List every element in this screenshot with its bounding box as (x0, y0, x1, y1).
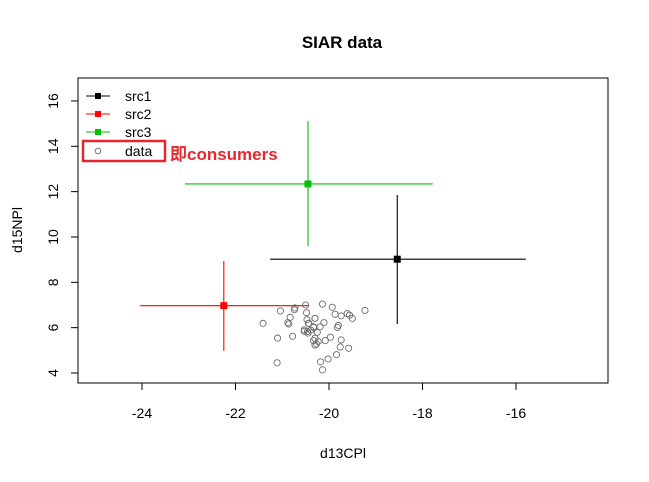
data-point (284, 319, 292, 327)
data-point (285, 320, 293, 328)
source-mean-marker (304, 180, 312, 188)
data-point (318, 300, 327, 308)
source-src2 (140, 261, 309, 351)
legend-item-src3: src3 (86, 124, 152, 140)
y-tick-label: 8 (45, 278, 61, 286)
data-point (303, 316, 311, 324)
data-point (311, 314, 319, 322)
data-point (361, 306, 369, 314)
data-point (318, 366, 327, 374)
data-point (307, 326, 315, 334)
data-point (333, 323, 341, 331)
chart-title: SIAR data (302, 33, 383, 52)
data-point (274, 334, 282, 342)
data-point (316, 323, 324, 331)
legend-item-data: data (94, 143, 152, 159)
plot-area-frame (77, 77, 609, 384)
legend: src1 src2 src3 data (86, 88, 152, 159)
y-tick-label: 10 (45, 229, 61, 245)
data-point (276, 307, 284, 315)
y-axis: 4 6 8 10 12 14 16 (45, 93, 78, 377)
y-tick-label: 16 (45, 93, 61, 109)
data-point (332, 351, 341, 359)
data-point (348, 314, 356, 322)
data-point (313, 328, 321, 336)
legend-label-src2: src2 (125, 106, 152, 122)
y-axis-label: d15NPl (9, 207, 25, 253)
data-point (336, 343, 344, 351)
legend-item-src2: src2 (86, 106, 152, 122)
data-point (331, 310, 339, 318)
source-mean-marker (393, 255, 401, 263)
data-point (337, 336, 345, 344)
y-tick-label: 6 (45, 324, 61, 332)
data-point (290, 306, 298, 314)
legend-item-src1: src1 (86, 88, 152, 104)
data-point (326, 333, 334, 341)
x-axis-label: d13CPl (320, 445, 366, 461)
x-axis: -24 -22 -20 -18 -16 (132, 383, 526, 421)
source-src1 (270, 195, 526, 325)
y-tick-label: 14 (45, 138, 61, 154)
y-tick-label: 12 (45, 184, 61, 200)
data-point (300, 327, 308, 335)
data-point (302, 301, 310, 309)
source-mean-marker (220, 302, 228, 310)
source-src3 (185, 120, 433, 247)
data-point (320, 319, 328, 327)
x-tick-label: -18 (412, 405, 432, 421)
data-point (317, 358, 325, 366)
data-point (259, 319, 267, 327)
legend-label-src1: src1 (125, 88, 152, 104)
source-error-bars (140, 120, 526, 351)
legend-label-src3: src3 (125, 124, 152, 140)
x-tick-label: -16 (506, 405, 526, 421)
data-point (311, 341, 319, 349)
data-point (303, 309, 311, 317)
data-point (324, 355, 332, 363)
x-tick-label: -20 (319, 405, 339, 421)
data-point (337, 312, 345, 320)
data-point (328, 303, 336, 311)
y-tick-label: 4 (45, 369, 61, 377)
x-tick-label: -24 (132, 405, 152, 421)
data-point (273, 359, 281, 367)
data-point (321, 337, 329, 345)
data-point (345, 344, 353, 352)
data-point (305, 319, 313, 327)
data-point (288, 332, 297, 340)
data-point (310, 337, 318, 345)
legend-label-data: data (125, 143, 152, 159)
annotation-highlight-box (81, 139, 167, 163)
consumer-data-points (259, 300, 369, 374)
x-tick-label: -22 (225, 405, 245, 421)
annotation-consumers: 即consumers (170, 145, 278, 164)
